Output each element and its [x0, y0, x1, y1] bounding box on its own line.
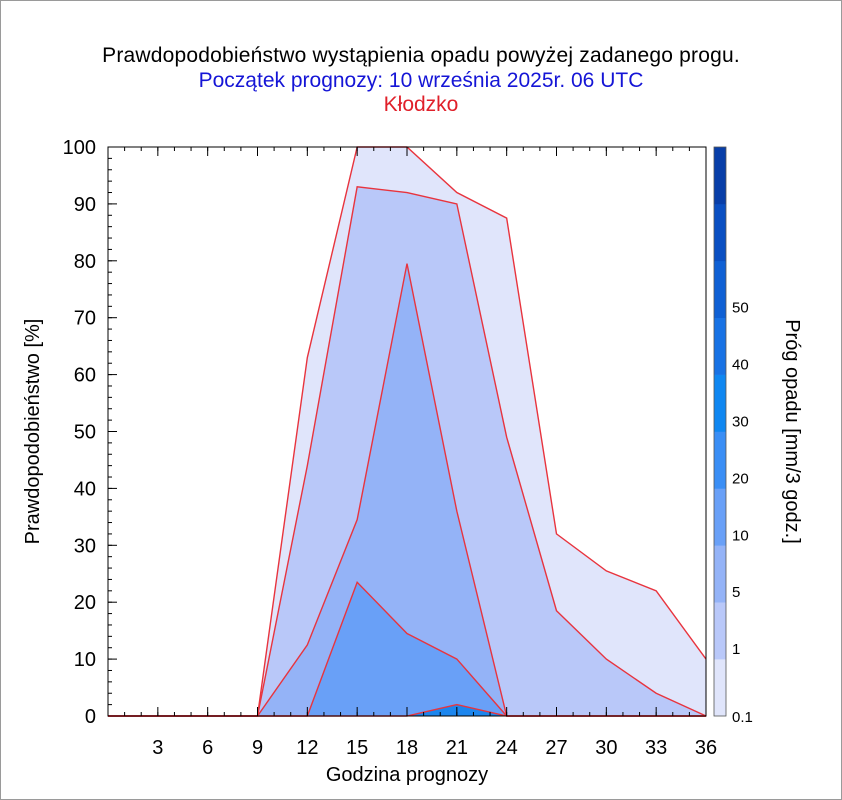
colorbar-segment [714, 203, 726, 262]
colorbar-segment [714, 659, 726, 717]
colorbar-segment [714, 317, 726, 375]
x-tick-label: 36 [695, 737, 717, 759]
colorbar-segment [714, 602, 726, 660]
colorbar-segment [714, 147, 726, 205]
x-tick-label: 30 [595, 737, 617, 759]
colorbar-segment [714, 488, 726, 546]
colorbar-tick-label: 0.1 [732, 709, 753, 726]
x-tick-label: 18 [396, 737, 418, 759]
x-tick-label: 6 [202, 737, 213, 759]
chart-title: Prawdopodobieństwo wystąpienia opadu pow… [102, 44, 740, 67]
y-tick-label: 40 [74, 478, 96, 500]
y-tick-label: 10 [74, 649, 96, 671]
y-tick-label: 60 [74, 365, 96, 387]
x-axis-label: Godzina prognozy [326, 764, 488, 786]
x-tick-label: 9 [252, 737, 263, 759]
location-label: Kłodzko [383, 93, 459, 116]
colorbar-segment [714, 260, 726, 318]
colorbar-tick-label: 5 [732, 584, 740, 601]
y-tick-label: 0 [85, 706, 96, 728]
colorbar-tick-label: 20 [732, 470, 749, 487]
y-tick-label: 20 [74, 592, 96, 614]
y-axis-label: Prawdopodobieństwo [%] [22, 319, 44, 545]
colorbar-tick-label: 10 [732, 527, 749, 544]
colorbar-label: Próg opadu [mm/3 godz.] [781, 319, 803, 544]
area-threshold-5 [108, 263, 706, 716]
y-tick-label: 100 [63, 137, 96, 159]
colorbar-segment [714, 431, 726, 489]
colorbar-tick-label: 50 [732, 300, 749, 317]
x-tick-label: 12 [296, 737, 318, 759]
colorbar-border [713, 146, 727, 717]
colorbar-tick-label: 40 [732, 357, 749, 374]
colorbar-tick-label: 1 [732, 641, 740, 658]
y-tick-label: 30 [74, 535, 96, 557]
x-tick-label: 24 [496, 737, 518, 759]
x-tick-label: 3 [152, 737, 163, 759]
x-tick-label: 21 [446, 737, 468, 759]
forecast-start-subtitle: Początek prognozy: 10 września 2025r. 06… [198, 69, 644, 92]
area-threshold-10 [108, 582, 706, 716]
y-tick-label: 90 [74, 194, 96, 216]
y-tick-label: 80 [74, 251, 96, 273]
x-tick-label: 27 [545, 737, 567, 759]
colorbar-tick-label: 30 [732, 414, 749, 431]
y-tick-label: 50 [74, 422, 96, 444]
y-tick-label: 70 [74, 308, 96, 330]
x-tick-label: 15 [346, 737, 368, 759]
colorbar-segment [714, 374, 726, 432]
colorbar-segment [714, 545, 726, 603]
x-tick-label: 33 [645, 737, 667, 759]
